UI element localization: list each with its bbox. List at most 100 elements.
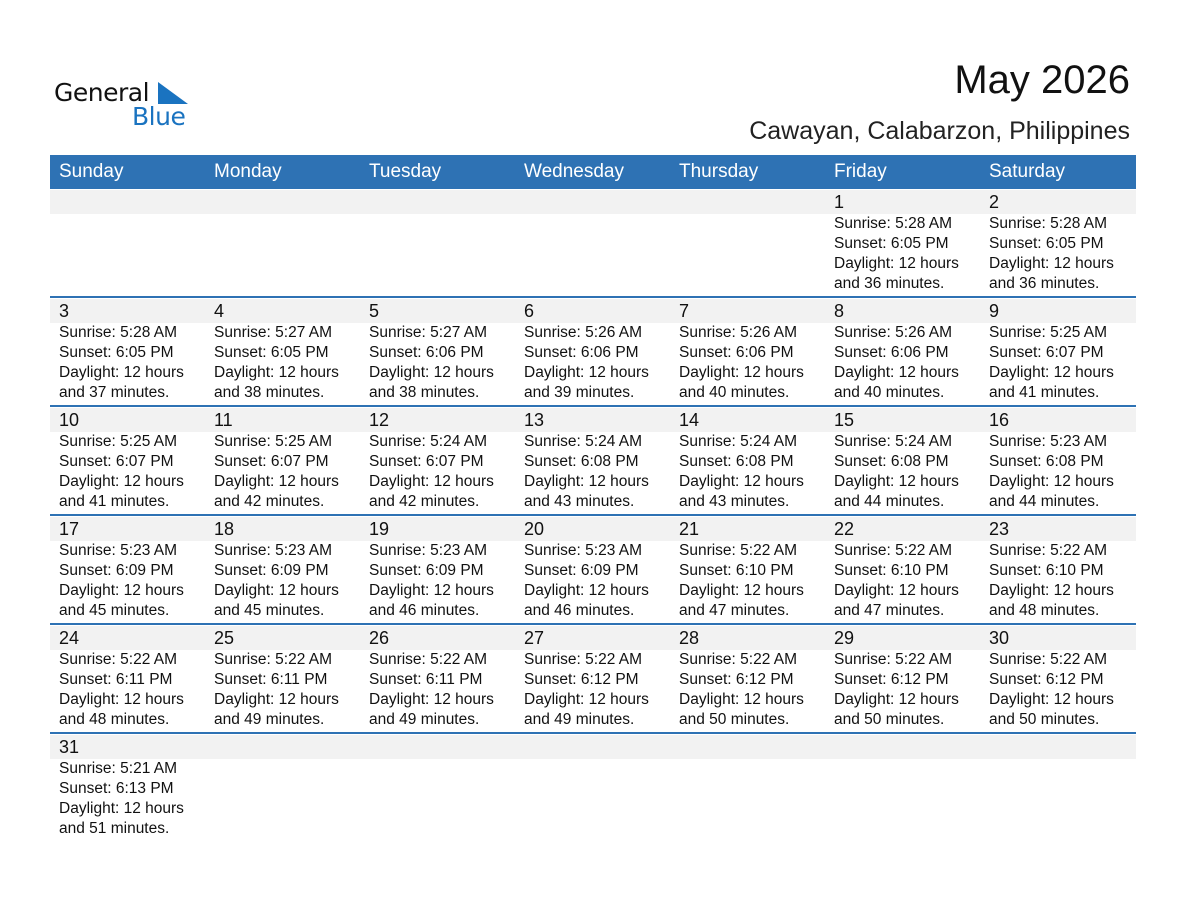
daylight-minutes-text: and 51 minutes. [59, 820, 170, 837]
daylight-text: Daylight: 12 hours [214, 582, 339, 599]
daylight-text: Daylight: 12 hours [59, 582, 184, 599]
sunrise-text: Sunrise: 5:24 AM [369, 433, 488, 450]
day-cell: 17 Sunrise: 5:23 AM Sunset: 6:09 PM Dayligh… [50, 516, 205, 623]
sunset-text: Sunset: 6:08 PM [524, 453, 639, 470]
empty-cell [670, 734, 825, 843]
day-number: 23 [989, 519, 1010, 539]
daylight-text: Daylight: 12 hours [989, 691, 1114, 708]
sunset-text: Sunset: 6:12 PM [834, 671, 949, 688]
empty-cell [515, 734, 670, 843]
daylight-text: Daylight: 12 hours [524, 582, 649, 599]
sunrise-text: Sunrise: 5:26 AM [524, 324, 643, 341]
daylight-text: Daylight: 12 hours [524, 473, 649, 490]
day-number: 6 [524, 301, 535, 321]
sunset-text: Sunset: 6:05 PM [989, 235, 1104, 252]
day-cell: 25 Sunrise: 5:22 AM Sunset: 6:11 PM Dayligh… [205, 625, 360, 732]
daylight-text: Daylight: 12 hours [834, 364, 959, 381]
daylight-minutes-text: and 47 minutes. [834, 602, 945, 619]
sunrise-text: Sunrise: 5:22 AM [989, 542, 1108, 559]
daylight-text: Daylight: 12 hours [369, 582, 494, 599]
weekday-wednesday: Wednesday [524, 161, 624, 182]
sunrise-text: Sunrise: 5:22 AM [214, 651, 333, 668]
sunrise-text: Sunrise: 5:27 AM [369, 324, 488, 341]
daylight-text: Daylight: 12 hours [214, 473, 339, 490]
sunrise-text: Sunrise: 5:22 AM [834, 542, 953, 559]
sunset-text: Sunset: 6:12 PM [989, 671, 1104, 688]
sunrise-text: Sunrise: 5:23 AM [989, 433, 1108, 450]
day-number: 26 [369, 628, 390, 648]
day-number: 28 [679, 628, 700, 648]
sunrise-text: Sunrise: 5:22 AM [59, 651, 178, 668]
daylight-minutes-text: and 39 minutes. [524, 384, 635, 401]
day-number: 7 [679, 301, 690, 321]
sunrise-text: Sunrise: 5:28 AM [834, 215, 953, 232]
day-cell: 15 Sunrise: 5:24 AM Sunset: 6:08 PM Dayligh… [825, 407, 980, 514]
sunrise-text: Sunrise: 5:23 AM [59, 542, 178, 559]
sunset-text: Sunset: 6:11 PM [369, 671, 483, 688]
sunrise-text: Sunrise: 5:26 AM [679, 324, 798, 341]
daylight-text: Daylight: 12 hours [834, 255, 959, 272]
day-cell: 6 Sunrise: 5:26 AM Sunset: 6:06 PM Daylight… [515, 298, 670, 405]
sunset-text: Sunset: 6:09 PM [524, 562, 639, 579]
sunset-text: Sunset: 6:08 PM [679, 453, 794, 470]
weekday-saturday: Saturday [989, 161, 1066, 182]
daylight-text: Daylight: 12 hours [59, 364, 184, 381]
empty-cell [670, 189, 825, 296]
sunrise-text: Sunrise: 5:22 AM [679, 651, 798, 668]
daylight-minutes-text: and 49 minutes. [214, 711, 325, 728]
empty-cell [825, 734, 980, 843]
day-cell: 2 Sunrise: 5:28 AM Sunset: 6:05 PM Daylight… [980, 189, 1135, 296]
day-number: 22 [834, 519, 855, 539]
sunset-text: Sunset: 6:06 PM [524, 344, 639, 361]
sunset-text: Sunset: 6:05 PM [59, 344, 174, 361]
day-number: 20 [524, 519, 545, 539]
week-row: 10 Sunrise: 5:25 AM Sunset: 6:07 PM Dayligh… [50, 407, 1136, 516]
day-cell: 14 Sunrise: 5:24 AM Sunset: 6:08 PM Dayligh… [670, 407, 825, 514]
day-number: 8 [834, 301, 845, 321]
daylight-minutes-text: and 44 minutes. [989, 493, 1100, 510]
daylight-minutes-text: and 48 minutes. [989, 602, 1100, 619]
sunrise-text: Sunrise: 5:23 AM [524, 542, 643, 559]
sunrise-text: Sunrise: 5:22 AM [834, 651, 953, 668]
daylight-text: Daylight: 12 hours [989, 255, 1114, 272]
daylight-minutes-text: and 40 minutes. [834, 384, 945, 401]
daylight-minutes-text: and 42 minutes. [214, 493, 325, 510]
sunset-text: Sunset: 6:06 PM [834, 344, 949, 361]
daylight-text: Daylight: 12 hours [834, 691, 959, 708]
daylight-text: Daylight: 12 hours [59, 473, 184, 490]
day-number: 11 [214, 410, 233, 430]
sunset-text: Sunset: 6:12 PM [524, 671, 639, 688]
sunset-text: Sunset: 6:05 PM [834, 235, 949, 252]
sunrise-text: Sunrise: 5:23 AM [214, 542, 333, 559]
day-number: 13 [524, 410, 545, 430]
daylight-minutes-text: and 42 minutes. [369, 493, 480, 510]
day-cell: 20 Sunrise: 5:23 AM Sunset: 6:09 PM Dayligh… [515, 516, 670, 623]
day-number: 15 [834, 410, 855, 430]
daylight-minutes-text: and 38 minutes. [369, 384, 480, 401]
day-cell: 12 Sunrise: 5:24 AM Sunset: 6:07 PM Dayligh… [360, 407, 515, 514]
daylight-text: Daylight: 12 hours [679, 691, 804, 708]
day-cell: 16 Sunrise: 5:23 AM Sunset: 6:08 PM Dayligh… [980, 407, 1135, 514]
daylight-minutes-text: and 48 minutes. [59, 711, 170, 728]
weekday-header: Sunday Monday Tuesday Wednesday Thursday Frid… [50, 155, 1136, 189]
daylight-text: Daylight: 12 hours [214, 691, 339, 708]
daylight-text: Daylight: 12 hours [989, 364, 1114, 381]
daylight-text: Daylight: 12 hours [214, 364, 339, 381]
sunset-text: Sunset: 6:06 PM [369, 344, 484, 361]
sunset-text: Sunset: 6:12 PM [679, 671, 794, 688]
daylight-minutes-text: and 36 minutes. [989, 275, 1100, 292]
daylight-text: Daylight: 12 hours [679, 582, 804, 599]
daylight-minutes-text: and 40 minutes. [679, 384, 790, 401]
sunrise-text: Sunrise: 5:25 AM [59, 433, 178, 450]
sunset-text: Sunset: 6:07 PM [369, 453, 484, 470]
day-number: 24 [59, 628, 80, 648]
sunset-text: Sunset: 6:05 PM [214, 344, 329, 361]
weekday-sunday: Sunday [59, 161, 124, 182]
day-cell: 28 Sunrise: 5:22 AM Sunset: 6:12 PM Dayligh… [670, 625, 825, 732]
daylight-minutes-text: and 38 minutes. [214, 384, 325, 401]
daylight-minutes-text: and 49 minutes. [524, 711, 635, 728]
date-strip [50, 517, 1136, 541]
day-number: 29 [834, 628, 855, 648]
sunset-text: Sunset: 6:07 PM [214, 453, 329, 470]
